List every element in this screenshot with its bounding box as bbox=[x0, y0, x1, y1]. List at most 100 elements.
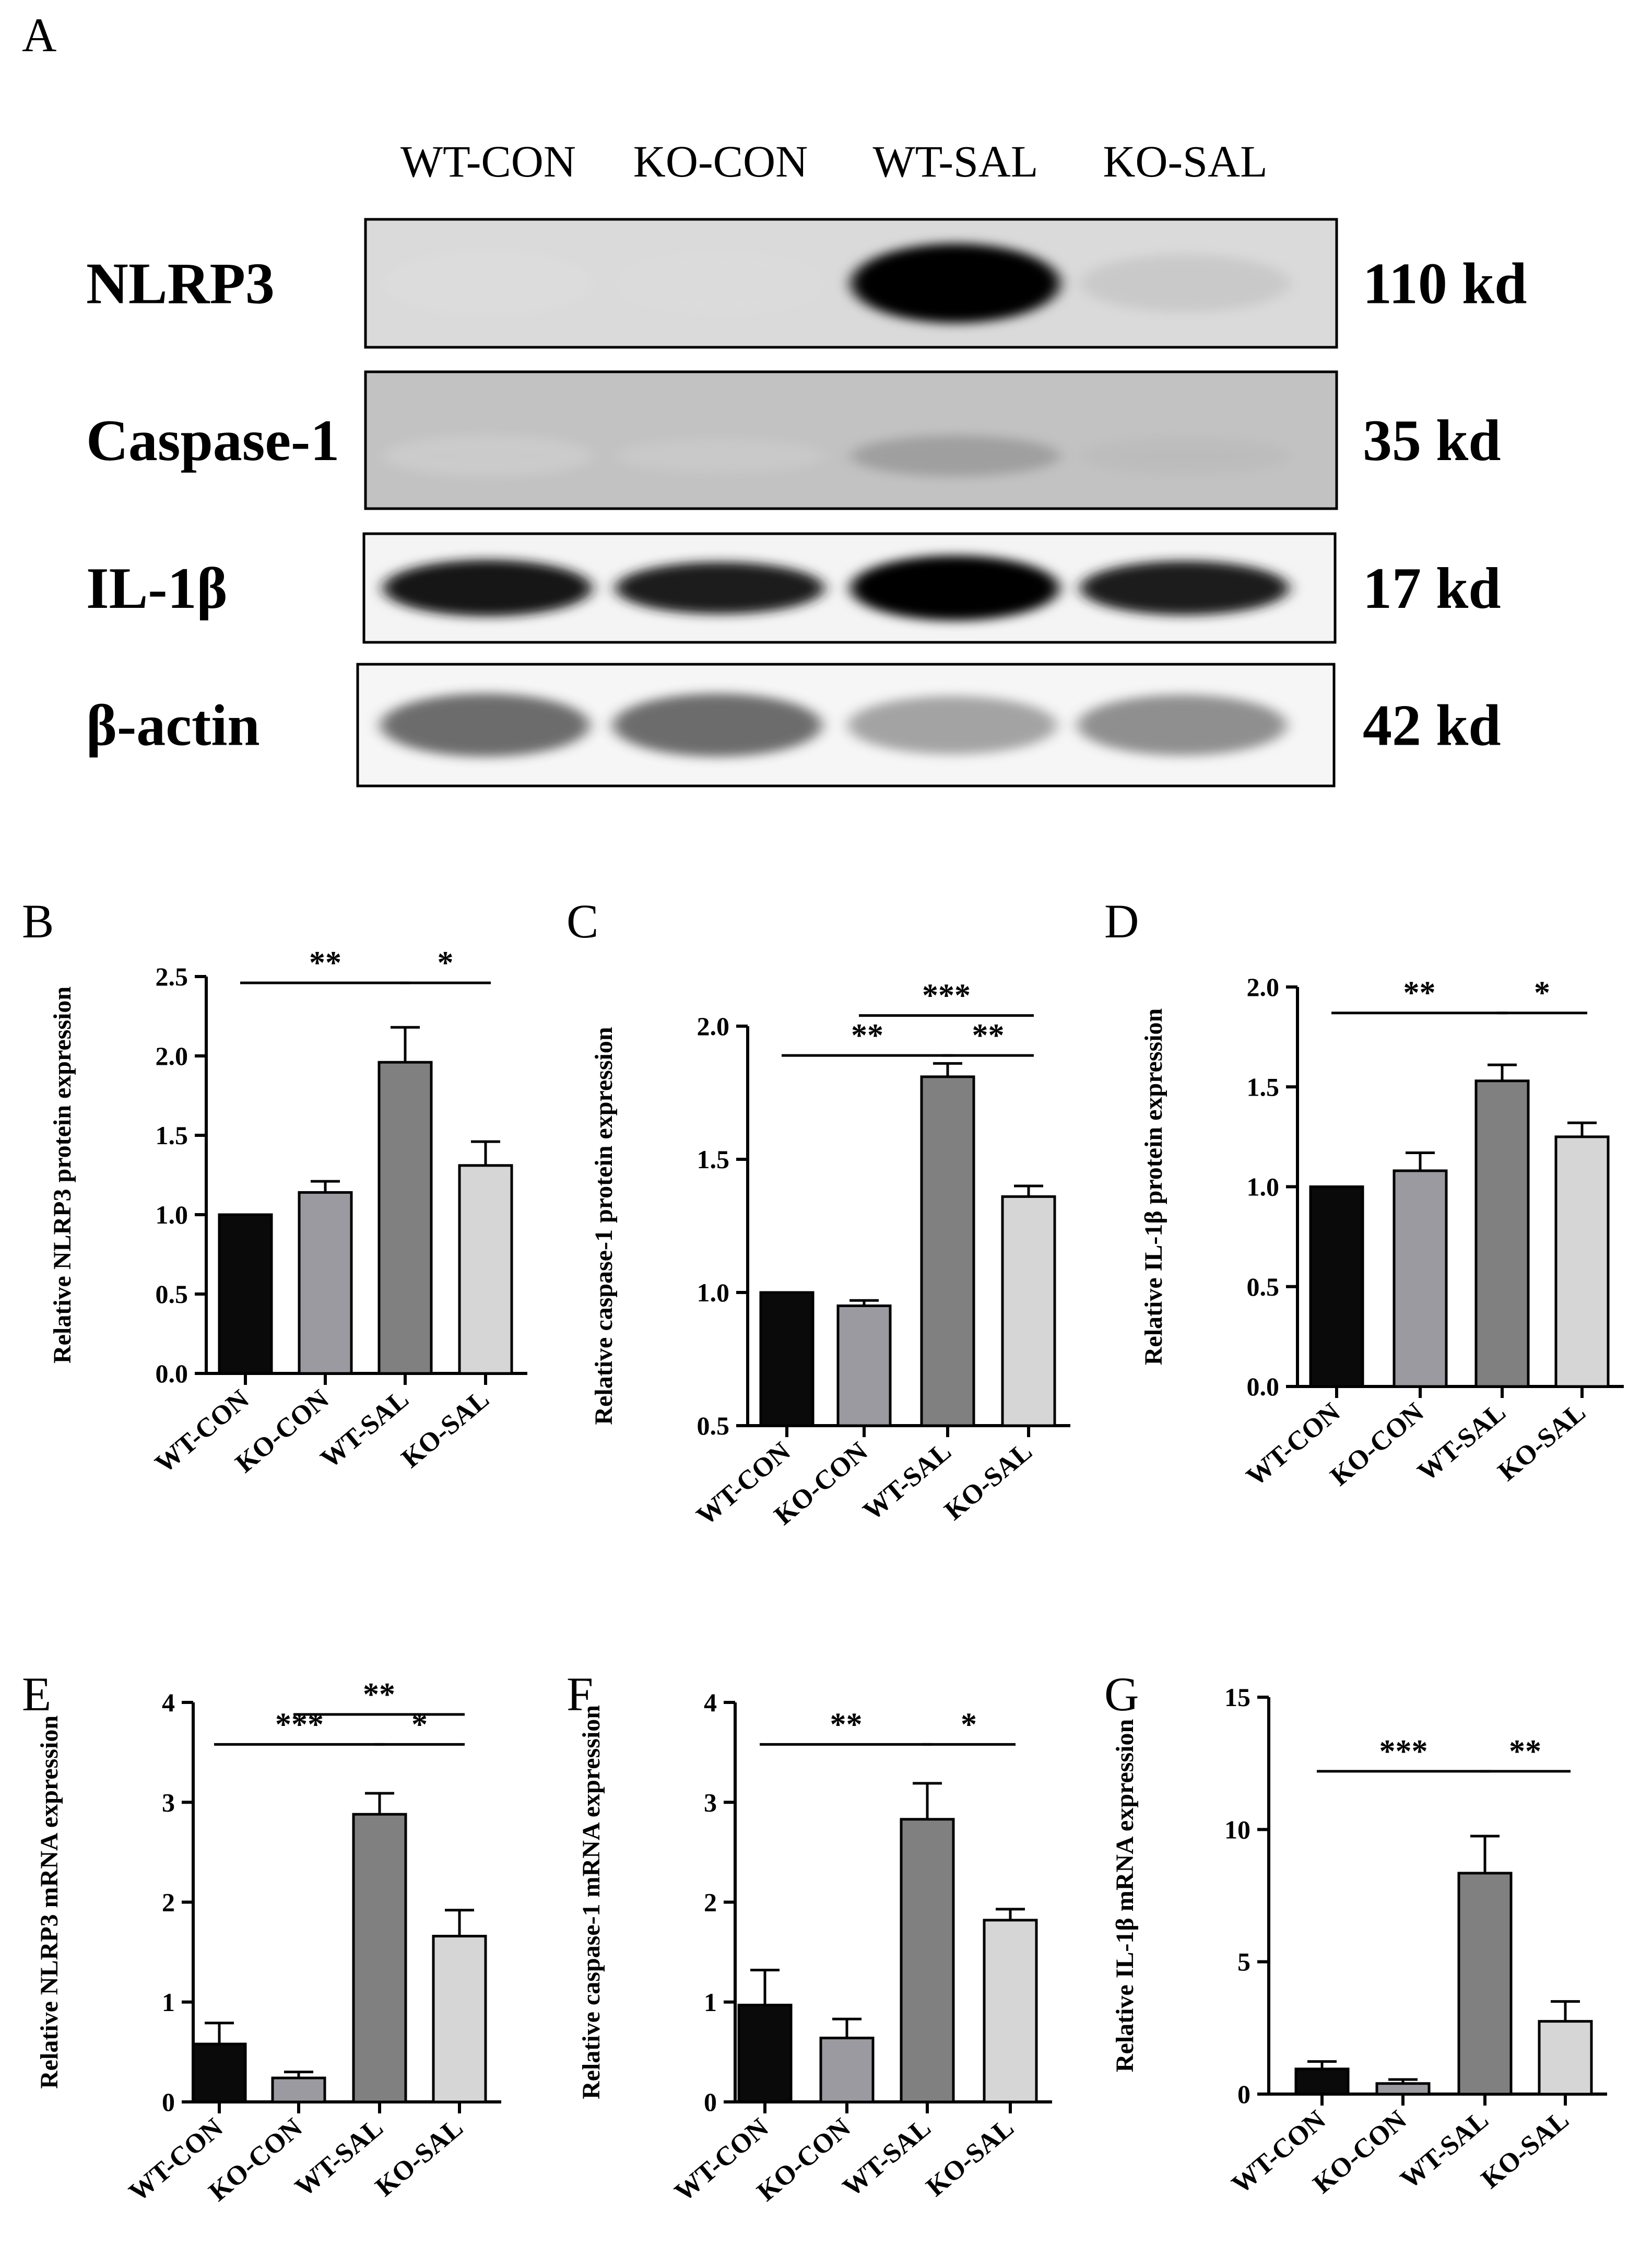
y-tick-label: 3 bbox=[162, 1788, 175, 1817]
bar-wt-sal bbox=[900, 1818, 955, 2103]
blot-frame bbox=[364, 370, 1338, 510]
bar-ko-sal bbox=[458, 1164, 513, 1375]
panel-letter: C bbox=[567, 895, 598, 948]
bar-chart-panels: B Relative NLRP3 protein expression 0.0 0.5… bbox=[22, 895, 1624, 2207]
x-tick-label: KO-SAL bbox=[1492, 1397, 1591, 1487]
protein-label: IL-1β bbox=[86, 556, 228, 621]
bar-ko-con bbox=[1393, 1169, 1448, 1388]
y-tick-label: 1 bbox=[162, 1988, 175, 2017]
bar-wt-con bbox=[1294, 2067, 1350, 2096]
panel-letter: F bbox=[567, 1667, 593, 1721]
y-axis-label: Relative caspase-1 protein expression bbox=[590, 1027, 618, 1425]
significance-label: ** bbox=[363, 1677, 395, 1712]
significance-label: *** bbox=[275, 1707, 324, 1742]
band-size-label: 110 kd bbox=[1363, 252, 1527, 316]
y-axis-label: Relative IL-1β mRNA expression bbox=[1111, 1719, 1139, 2072]
y-tick-label: 4 bbox=[162, 1688, 175, 1717]
x-tick-label: KO-SAL bbox=[939, 1437, 1037, 1526]
y-tick-label: 0.5 bbox=[156, 1279, 188, 1309]
x-tick-label: WT-SAL bbox=[315, 1384, 415, 1474]
significance-label: ** bbox=[830, 1707, 863, 1742]
y-tick-label: 0 bbox=[704, 2087, 717, 2117]
lane-label-ko-con: KO-CON bbox=[633, 136, 808, 186]
band-size-label: 42 kd bbox=[1363, 694, 1501, 758]
bar-ko-sal bbox=[432, 1935, 487, 2103]
bar-wt-con bbox=[218, 1213, 273, 1375]
x-tick-label: KO-CON bbox=[1325, 1397, 1429, 1492]
bar-ko-con bbox=[271, 2076, 326, 2103]
blot-band-lane-3 bbox=[848, 696, 1057, 755]
y-tick-label: 0.0 bbox=[156, 1359, 188, 1388]
significance-label: ** bbox=[309, 945, 341, 981]
y-tick-label: 2.0 bbox=[697, 1012, 730, 1041]
y-tick-label: 2.0 bbox=[1247, 972, 1280, 1002]
bar-ko-sal bbox=[1001, 1195, 1056, 1427]
blot-band-lane-2 bbox=[616, 251, 825, 315]
protein-label: NLRP3 bbox=[86, 252, 275, 316]
y-tick-label: 4 bbox=[704, 1688, 717, 1717]
significance-label: ** bbox=[1509, 1734, 1541, 1769]
blot-band-lane-2 bbox=[615, 562, 824, 614]
y-axis-label: Relative IL-1β protein expression bbox=[1140, 1008, 1167, 1365]
y-tick-label: 1.0 bbox=[697, 1278, 730, 1307]
chart-panel-c: C Relative caspase-1 protein expression 0.… bbox=[567, 895, 1070, 1531]
blot-row-3: β-actin 42 kd bbox=[86, 663, 1501, 787]
significance-label: ** bbox=[1403, 975, 1436, 1011]
significance-label: ** bbox=[851, 1018, 883, 1053]
y-tick-label: 1.0 bbox=[1247, 1172, 1280, 1202]
significance-label: *** bbox=[1379, 1734, 1428, 1769]
x-tick-label: WT-SAL bbox=[837, 2113, 937, 2203]
y-tick-label: 2.5 bbox=[156, 962, 188, 991]
blot-frame bbox=[356, 663, 1336, 787]
y-tick-label: 15 bbox=[1224, 1683, 1250, 1712]
blot-band-lane-4 bbox=[1078, 695, 1287, 756]
blot-band-lane-1 bbox=[383, 559, 592, 617]
bar-wt-con bbox=[192, 2042, 247, 2103]
bar-ko-con bbox=[298, 1191, 353, 1375]
lane-label-ko-sal: KO-SAL bbox=[1103, 136, 1267, 186]
bar-ko-con bbox=[836, 1304, 892, 1427]
panel-a-letter: A bbox=[22, 8, 56, 62]
blot-row-1: Caspase-1 35 kd bbox=[86, 370, 1501, 510]
significance-label: * bbox=[1534, 975, 1550, 1011]
significance-label: ** bbox=[972, 1018, 1005, 1053]
lane-label-wt-sal: WT-SAL bbox=[873, 136, 1039, 186]
x-tick-label: WT-CON bbox=[1241, 1397, 1346, 1492]
blot-band-lane-4 bbox=[1081, 437, 1290, 475]
blot-row-2: IL-1β 17 kd bbox=[86, 532, 1501, 644]
y-tick-label: 1.0 bbox=[156, 1200, 188, 1229]
blot-band-lane-1 bbox=[384, 435, 593, 477]
significance-label: *** bbox=[922, 978, 971, 1014]
bar-ko-con bbox=[1375, 2082, 1431, 2096]
bar-ko-sal bbox=[1538, 2020, 1593, 2096]
bar-wt-sal bbox=[1457, 1872, 1513, 2096]
bar-wt-con bbox=[1309, 1185, 1364, 1388]
y-axis-label: Relative caspase-1 mRNA expression bbox=[577, 1705, 605, 2099]
blot-band-lane-4 bbox=[1080, 561, 1289, 615]
blot-row-0: NLRP3 110 kd bbox=[86, 218, 1527, 349]
lane-labels: WT-CON KO-CON WT-SAL KO-SAL bbox=[400, 136, 1268, 186]
y-tick-label: 0.5 bbox=[697, 1411, 730, 1440]
western-blots: NLRP3 110 kd Caspase-1 35 kd IL-1β 17 kd β-act… bbox=[86, 218, 1527, 787]
bar-wt-sal bbox=[352, 1813, 407, 2103]
blot-band-lane-3 bbox=[850, 555, 1059, 621]
y-tick-label: 2.0 bbox=[156, 1041, 188, 1071]
blot-frame bbox=[364, 218, 1338, 349]
x-tick-label: WT-SAL bbox=[290, 2113, 389, 2203]
x-tick-label: WT-SAL bbox=[1395, 2105, 1494, 2195]
y-tick-label: 10 bbox=[1224, 1815, 1250, 1844]
blot-frame bbox=[362, 532, 1337, 644]
y-axis-label: Relative NLRP3 mRNA expression bbox=[36, 1715, 63, 2089]
blot-band-lane-1 bbox=[381, 693, 589, 757]
y-tick-label: 5 bbox=[1237, 1947, 1250, 1977]
panel-letter: D bbox=[1104, 895, 1139, 948]
bar-wt-con bbox=[737, 2003, 793, 2103]
lane-label-wt-con: WT-CON bbox=[400, 136, 576, 186]
y-tick-label: 0 bbox=[1237, 2079, 1250, 2109]
band-size-label: 17 kd bbox=[1363, 556, 1501, 621]
y-tick-label: 0.5 bbox=[1247, 1272, 1280, 1301]
x-tick-label: KO-SAL bbox=[370, 2113, 468, 2203]
